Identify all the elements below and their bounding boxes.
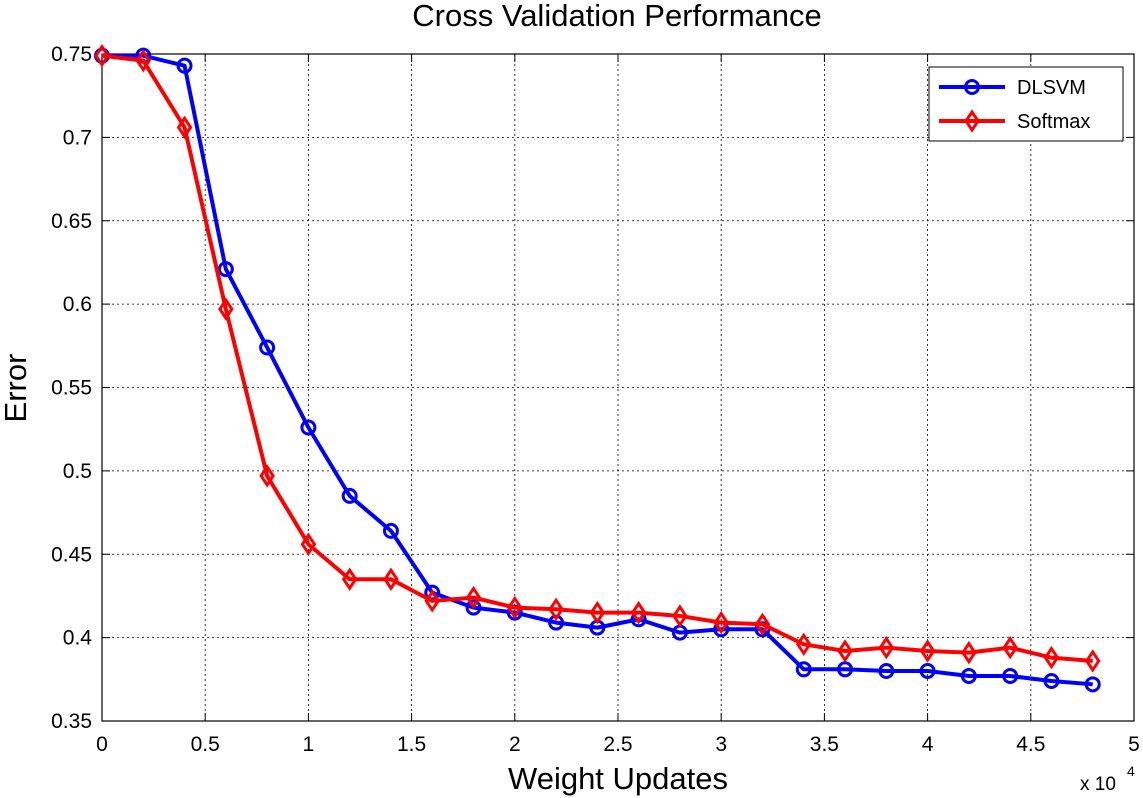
series-layer <box>94 43 1101 693</box>
softmax-point <box>383 567 399 591</box>
softmax-point <box>919 639 936 663</box>
softmax-point <box>713 610 730 635</box>
dlsvm-point <box>382 522 399 539</box>
dlsvm-point <box>878 662 895 679</box>
softmax-point <box>589 600 606 625</box>
dlsvm-point <box>465 599 482 616</box>
dlsvm-point <box>1002 667 1019 684</box>
x-tick-label: 1 <box>303 733 315 756</box>
x-tick-label: 3.5 <box>810 733 839 756</box>
softmax-point <box>300 532 317 556</box>
x-axis-label: Weight Updates <box>508 761 728 796</box>
softmax-point <box>878 635 895 660</box>
softmax-point <box>754 612 771 636</box>
y-tick-label: 0.7 <box>63 126 92 149</box>
softmax-point <box>424 589 441 613</box>
x-tick-label: 5 <box>1128 733 1140 756</box>
series-softmax <box>94 43 1101 673</box>
softmax-point <box>1084 649 1101 673</box>
y-tick-label: 0.65 <box>51 210 92 233</box>
softmax-point <box>176 115 193 140</box>
softmax-point <box>630 600 647 625</box>
y-tick-label: 0.5 <box>63 460 92 483</box>
dlsvm-point <box>217 261 234 278</box>
softmax-point <box>506 595 523 620</box>
legend-marker <box>964 79 980 95</box>
x-axis-multiplier: x 10 <box>1080 774 1116 795</box>
dlsvm-point <box>837 661 854 678</box>
legend-label: DLSVM <box>1017 77 1086 99</box>
x-tick-label: 3 <box>715 733 727 756</box>
y-tick-label: 0.35 <box>51 710 92 733</box>
y-tick-label: 0.55 <box>51 377 92 400</box>
x-tick-label: 0.5 <box>191 733 220 756</box>
dlsvm-line <box>102 53 1093 687</box>
softmax-point <box>837 639 853 663</box>
x-tick-label: 2 <box>509 733 521 756</box>
dlsvm-point <box>300 419 317 436</box>
softmax-point <box>548 597 564 621</box>
x-tick-label: 0 <box>96 733 108 756</box>
softmax-point <box>135 48 152 73</box>
legend-marker <box>964 109 980 133</box>
softmax-line <box>101 53 1093 663</box>
y-tick-label: 0.6 <box>63 293 92 316</box>
chart-title: Cross Validation Performance <box>412 0 822 33</box>
dlsvm-point <box>176 57 193 74</box>
softmax-point <box>94 43 110 68</box>
softmax-point <box>1002 635 1018 660</box>
x-tick-label: 2.5 <box>603 733 632 756</box>
softmax-point <box>341 567 358 591</box>
x-axis-multiplier-exponent: 4 <box>1127 763 1135 779</box>
dlsvm-point <box>1043 672 1060 689</box>
dlsvm-point <box>795 661 812 678</box>
softmax-point <box>961 640 977 665</box>
legend: DLSVM Softmax <box>928 66 1124 142</box>
y-tick-label: 0.75 <box>51 43 92 66</box>
softmax-point <box>672 604 688 628</box>
y-tick-label: 0.4 <box>63 627 93 650</box>
y-tick-label: 0.45 <box>51 543 92 566</box>
softmax-point <box>795 632 812 656</box>
softmax-point <box>218 297 234 321</box>
softmax-point <box>465 585 482 610</box>
dlsvm-point <box>919 662 936 679</box>
legend-box <box>928 66 1124 142</box>
legend-label: Softmax <box>1017 111 1090 133</box>
legend-entry-softmax: Softmax <box>939 109 1090 133</box>
x-tick-label: 4 <box>922 733 934 756</box>
axes: 0 0.5 1 1.5 2 2.5 3 3.5 4 4.5 5 0.35 0.4 0.45 0.5 0.55 0… <box>51 43 1140 756</box>
dlsvm-point <box>341 487 358 504</box>
softmax-point <box>259 464 275 488</box>
dlsvm-point <box>259 339 276 356</box>
legend-entry-dlsvm: DLSVM <box>939 77 1086 99</box>
x-tick-label: 1.5 <box>397 733 426 756</box>
dlsvm-point <box>960 667 977 684</box>
softmax-point <box>1043 645 1060 670</box>
dlsvm-point <box>1084 676 1101 693</box>
grid <box>102 54 1134 721</box>
x-tick-label: 4.5 <box>1016 733 1045 756</box>
y-axis-label: Error <box>0 354 33 423</box>
